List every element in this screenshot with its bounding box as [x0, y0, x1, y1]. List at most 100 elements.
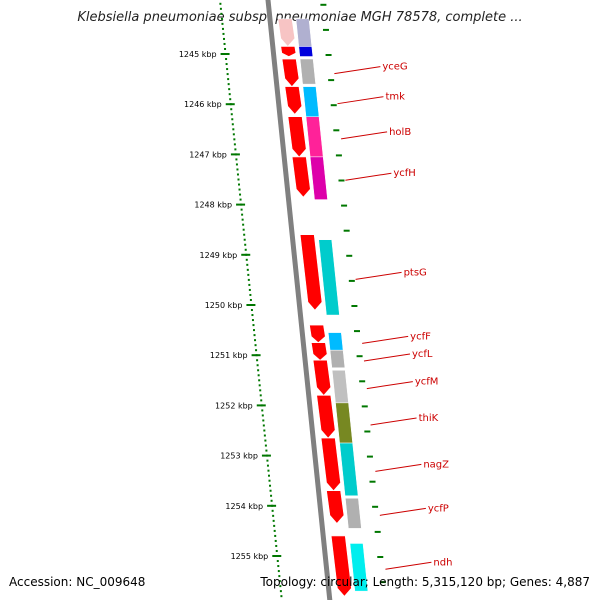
cds-arrow [287, 116, 307, 158]
gene-leader-line [375, 463, 422, 472]
scale-minor-tick [224, 47, 227, 50]
scale-minor-tick [250, 309, 253, 312]
scale-minor-tick [233, 143, 236, 146]
track-tick [354, 330, 361, 333]
gene-block-tmk [302, 86, 320, 117]
scale-minor-tick [237, 178, 240, 181]
gene-leader-line [366, 381, 413, 390]
cds-arrow [320, 437, 341, 492]
scale-minor-tick [244, 243, 247, 246]
scale-tick-label: 1252 kbp [215, 401, 253, 410]
scale-minor-tick [232, 128, 235, 131]
scale-minor-tick [246, 263, 249, 266]
track-tick [341, 204, 348, 207]
cds-arrow [299, 234, 323, 311]
scale-minor-tick [269, 489, 272, 492]
scale-minor-tick [279, 585, 282, 588]
map-title: Klebsiella pneumoniae subsp. pneumoniae … [77, 10, 523, 25]
gene-label-tmk: tmk [385, 92, 405, 103]
scale-minor-tick [260, 399, 263, 402]
track-tick [351, 305, 358, 307]
gene-block-ptsG [318, 239, 340, 316]
gene-block-ycfM [331, 370, 349, 404]
scale-minor-tick [271, 509, 274, 512]
gene-block-partial [295, 18, 313, 47]
scale-minor-tick [223, 42, 226, 45]
gene-block-nagZ [339, 442, 359, 497]
gene-label-ndh: ndh [433, 557, 452, 568]
gene-label-ycfH: ycfH [393, 168, 415, 179]
scale-minor-tick [265, 449, 268, 452]
scale-minor-tick [219, 7, 222, 10]
scale-minor-tick [258, 384, 261, 387]
scale-minor-tick [267, 474, 270, 477]
scale-minor-tick [262, 419, 265, 422]
scale-minor-tick [220, 12, 223, 15]
gene-leader-line [334, 66, 381, 75]
scale-tick-label: 1251 kbp [210, 351, 248, 360]
scale-tick-label: 1245 kbp [179, 50, 217, 59]
scale-minor-tick [236, 168, 239, 171]
scale-minor-tick [230, 108, 233, 111]
gene-track [295, 18, 369, 592]
track-tick [374, 530, 381, 533]
scale-minor-tick [274, 539, 277, 542]
scale-minor-tick [253, 334, 256, 337]
track-tick [325, 54, 332, 56]
gene-leader-line [363, 353, 411, 362]
scale-minor-tick [247, 278, 250, 281]
scale-minor-tick [272, 519, 275, 522]
gene-leader-line [341, 131, 388, 140]
scale-minor-tick [242, 228, 245, 231]
scale-tick-label: 1255 kbp [231, 552, 269, 561]
scale-minor-tick [232, 133, 235, 136]
scale-minor-tick [247, 273, 250, 276]
scale-minor-tick [228, 93, 231, 96]
gene-labels: yceG tmk holB ycfH ptsG ycfF ycfL ycfM thiK nagZ y… [334, 62, 452, 570]
cds-track [277, 18, 352, 597]
track-tick [359, 380, 366, 383]
scale-minor-tick [248, 288, 251, 291]
scale-minor-tick [242, 223, 245, 226]
scale-tick-label: 1253 kbp [220, 452, 258, 461]
cds-arrow [277, 18, 296, 47]
scale-minor-tick [226, 68, 229, 71]
gene-leader-line [345, 172, 392, 181]
scale-tick-label: 1247 kbp [189, 150, 227, 159]
scale-minor-tick [259, 389, 262, 392]
scale-minor-tick [221, 22, 224, 25]
gene-leader-line [379, 507, 426, 516]
scale-minor-tick [273, 524, 276, 527]
scale-minor-tick [238, 188, 241, 191]
scale-minor-tick [246, 268, 249, 271]
scale-minor-tick [243, 238, 246, 241]
scale-minor-tick [258, 379, 261, 382]
track-tick [330, 104, 337, 107]
scale-minor-tick [253, 329, 256, 332]
gene-label-nagZ: nagZ [423, 459, 449, 470]
gene-leader-line [337, 96, 384, 105]
track-tick [379, 581, 386, 584]
scale-minor-tick [231, 123, 234, 126]
scale-tick-label: 1250 kbp [205, 301, 243, 310]
scale-minor-tick [248, 283, 251, 286]
gene-label-thiK: thiK [419, 413, 439, 424]
scale-minor-tick [239, 193, 242, 196]
scale-minor-tick [252, 324, 255, 327]
scale-tick-label: 1249 kbp [200, 251, 238, 260]
track-tick [364, 430, 371, 433]
track-tick [346, 254, 353, 257]
scale-minor-tick [240, 208, 243, 211]
scale-minor-tick [275, 544, 278, 547]
gene-block-ycfP [345, 498, 362, 529]
backbone-line [265, 0, 333, 600]
scale-minor-tick [219, 2, 222, 5]
gene-block-ycfL [329, 349, 346, 368]
scale-minor-tick [244, 248, 247, 251]
gene-label-ycfL: ycfL [412, 349, 433, 360]
gene-label-ycfP: ycfP [428, 503, 449, 514]
scale-minor-tick [267, 469, 270, 472]
scale-minor-tick [256, 364, 259, 367]
scale-minor-tick [261, 414, 264, 417]
